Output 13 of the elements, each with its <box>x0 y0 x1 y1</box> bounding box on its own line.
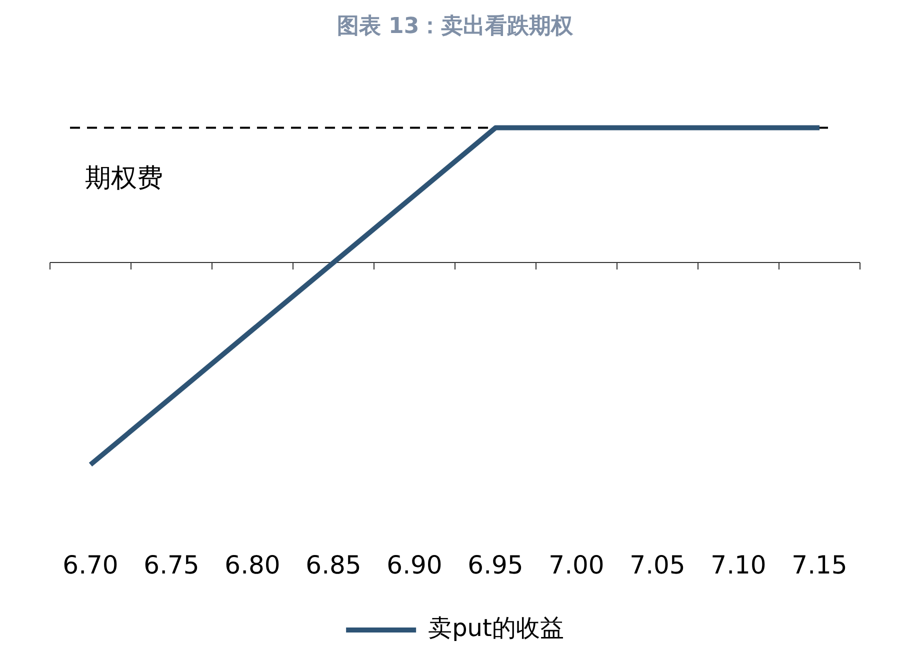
x-tick-label: 6.95 <box>468 550 524 580</box>
x-tick-label: 7.10 <box>710 550 766 580</box>
x-tick-label: 6.75 <box>144 550 200 580</box>
ref-line-label: 期权费 <box>85 164 163 194</box>
x-tick-label: 6.90 <box>386 550 442 580</box>
x-tick-label: 7.15 <box>792 550 848 580</box>
x-tick-label: 6.70 <box>62 550 118 580</box>
x-tick-label: 6.85 <box>306 550 362 580</box>
x-tick-label: 7.05 <box>630 550 686 580</box>
x-tick-label: 7.00 <box>548 550 604 580</box>
legend-label: 卖put的收益 <box>428 614 564 642</box>
chart-title: 图表 13：卖出看跌期权 <box>336 14 574 39</box>
x-tick-label: 6.80 <box>224 550 280 580</box>
